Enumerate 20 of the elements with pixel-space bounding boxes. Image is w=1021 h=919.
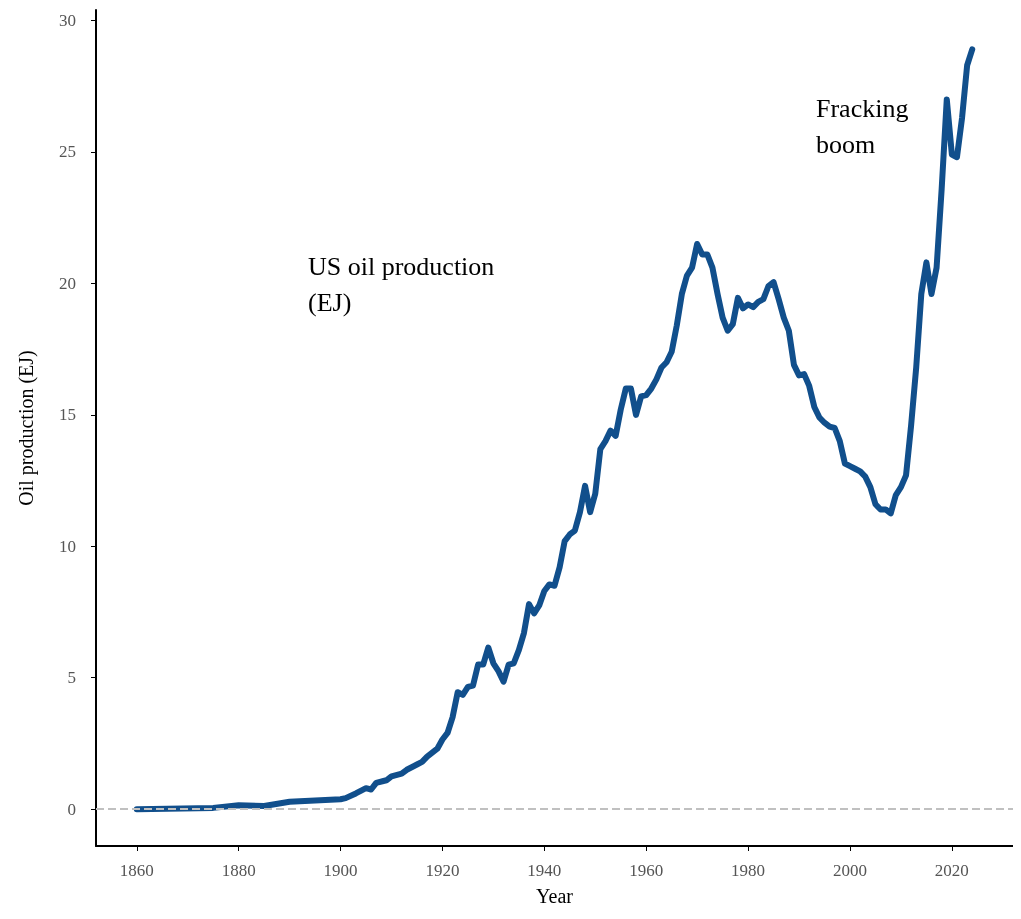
annotation: US oil production (EJ) [308, 251, 495, 317]
x-tick-label: 1880 [221, 861, 256, 880]
x-tick-label: 1920 [425, 861, 460, 880]
y-tick-label: 5 [67, 668, 76, 688]
x-axis-title: Year [536, 885, 574, 907]
y-axis-title: Oil production (EJ) [15, 350, 38, 506]
x-tick-label: 2020 [934, 861, 969, 880]
y-tick-label: 30 [59, 11, 76, 31]
y-tick-label: 25 [59, 142, 76, 162]
x-tick-label: 1980 [731, 861, 766, 880]
x-tick-label: 1860 [119, 861, 154, 880]
y-tick-label: 15 [59, 405, 76, 425]
x-tick-label: 2000 [832, 861, 867, 880]
x-tick-label: 1940 [527, 861, 562, 880]
x-tick-label: 1900 [323, 861, 358, 880]
x-tick-label: 1960 [629, 861, 664, 880]
y-tick-label: 20 [59, 273, 76, 293]
annotation: Fracking boom [816, 93, 909, 159]
y-tick-label: 0 [67, 799, 76, 819]
y-tick-label: 10 [59, 536, 76, 556]
